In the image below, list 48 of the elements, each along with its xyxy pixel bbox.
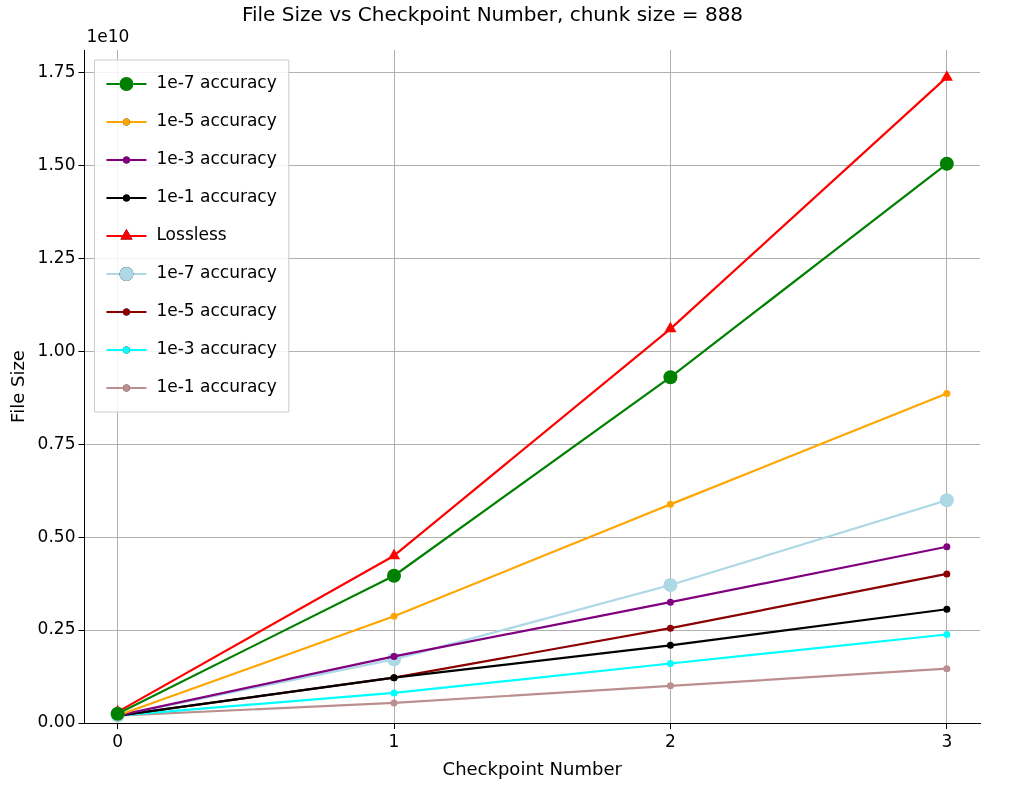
- y-axis-title: File Size: [7, 350, 29, 423]
- chart-title: File Size vs Checkpoint Number, chunk size = 888: [241, 2, 744, 27]
- x-tick-label: 1: [388, 730, 400, 751]
- point: [943, 605, 951, 613]
- point: [387, 548, 401, 560]
- legend-label: 1e-5 accuracy: [156, 110, 277, 131]
- point: [940, 70, 953, 81]
- point: [666, 660, 674, 668]
- point: [939, 156, 954, 171]
- legend-label: 1e-7 accuracy: [156, 72, 277, 93]
- point: [666, 682, 674, 690]
- point: [943, 543, 951, 551]
- legend-label: Lossless: [156, 224, 227, 245]
- point: [390, 699, 398, 707]
- legend-label: 1e-1 accuracy: [156, 186, 277, 207]
- x-axis-title: Checkpoint Number: [442, 757, 623, 779]
- legend-label: 1e-3 accuracy: [156, 148, 277, 169]
- y-tick-label: 1.75: [37, 60, 76, 81]
- legend-label: 1e-3 accuracy: [156, 338, 277, 359]
- x-tick-label: 3: [941, 730, 953, 751]
- point: [663, 370, 678, 385]
- y-tick-label: 0.75: [37, 432, 76, 453]
- point: [390, 612, 398, 620]
- point: [390, 689, 398, 697]
- legend-label: 1e-7 accuracy: [156, 262, 277, 283]
- point: [943, 570, 951, 578]
- y-tick-label: 1.25: [37, 246, 76, 267]
- point: [943, 665, 951, 673]
- y-tick-label: 1.00: [37, 339, 76, 360]
- x-tick-label: 0: [112, 730, 124, 751]
- point: [939, 493, 954, 508]
- point: [387, 568, 402, 583]
- point: [664, 321, 677, 333]
- point: [663, 578, 678, 593]
- point: [943, 390, 951, 398]
- x-tick-label: 2: [665, 730, 676, 751]
- point: [943, 631, 951, 639]
- point: [666, 598, 674, 606]
- legend-label: 1e-5 accuracy: [156, 300, 277, 321]
- point: [666, 624, 674, 632]
- y-tick-label: 0.25: [37, 618, 76, 639]
- y-tick-label: 0.00: [37, 711, 76, 732]
- y-tick-label: 0.50: [37, 525, 76, 546]
- legend-label: 1e-1 accuracy: [156, 376, 277, 397]
- point: [666, 641, 674, 649]
- text: 1e10: [86, 25, 130, 46]
- point: [666, 500, 674, 508]
- y-tick-label: 1.50: [37, 153, 76, 174]
